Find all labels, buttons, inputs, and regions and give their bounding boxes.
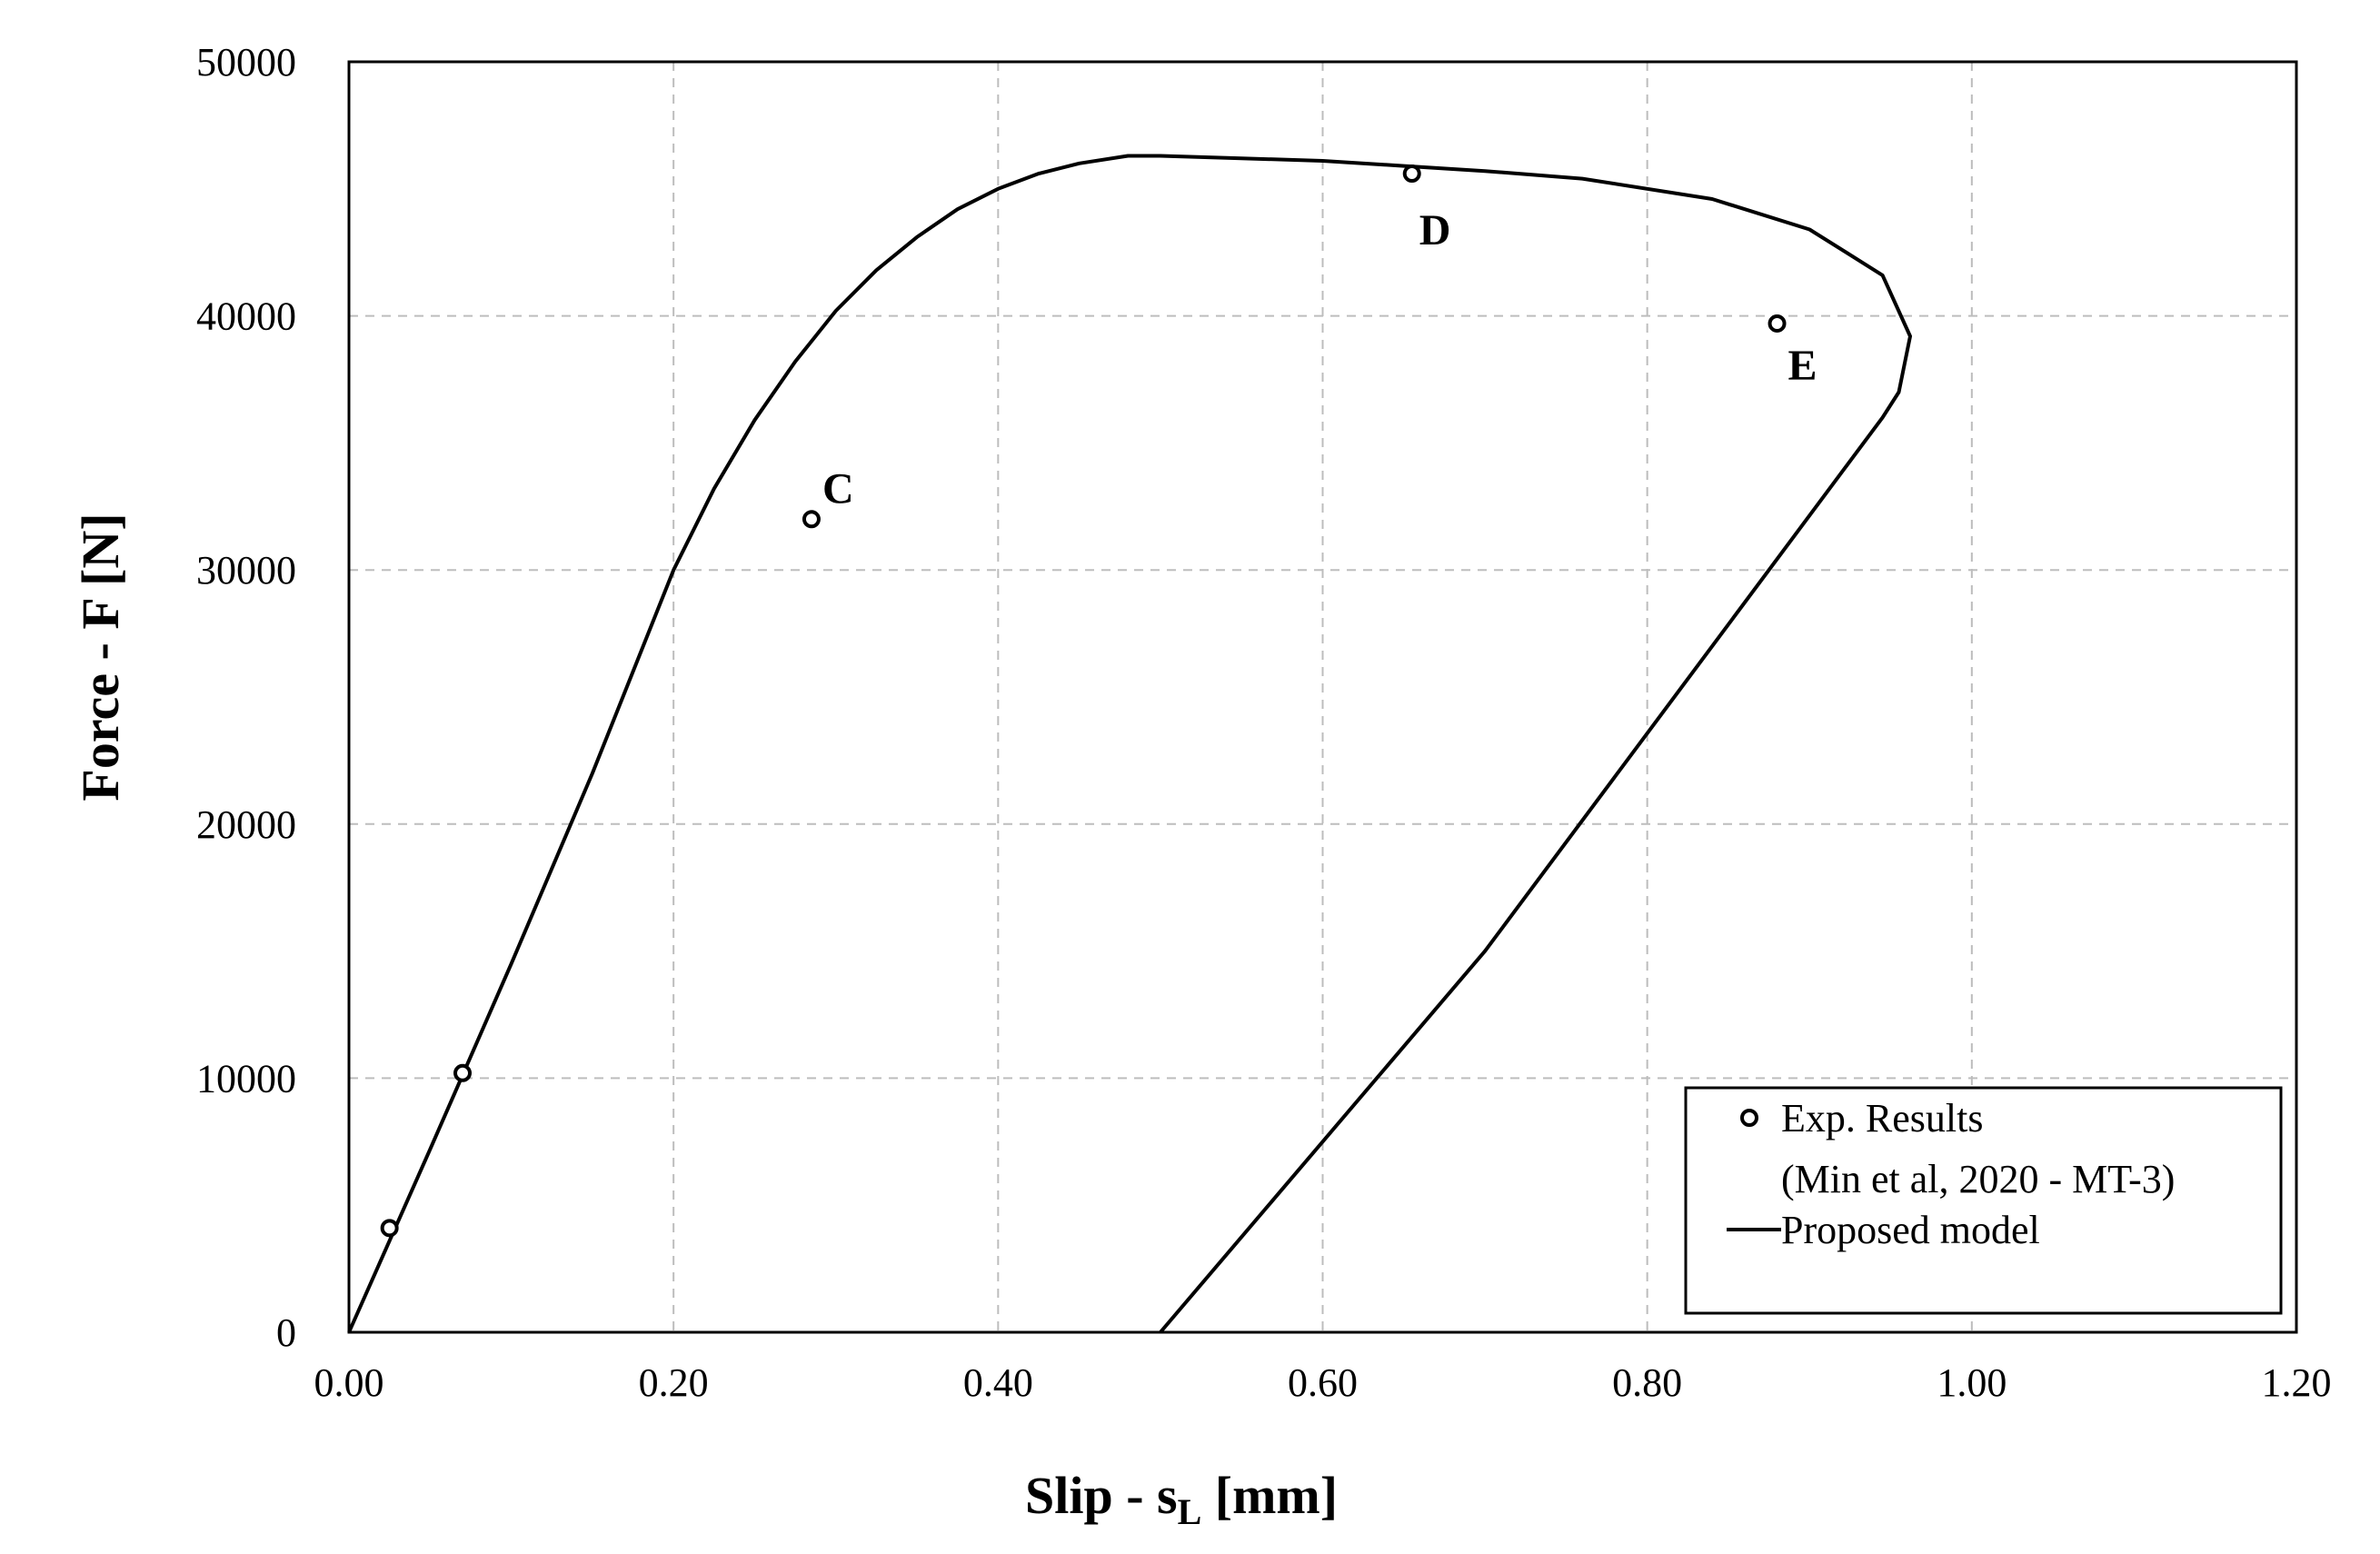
gridlines: [349, 62, 2296, 1332]
plot-area-frame: [347, 60, 2298, 1334]
proposed-model-series: [347, 154, 1912, 1334]
exp-data-point: [380, 1219, 399, 1238]
x-tick-label: 0.00: [314, 1360, 384, 1405]
proposed-model-line: [347, 154, 1912, 1334]
y-tick-label: 40000: [196, 294, 296, 339]
y-tick-label: 50000: [196, 40, 296, 85]
legend-label-exp-results: Exp. Results: [1781, 1096, 1983, 1141]
x-axis-tick-labels: 0.00 0.20 0.40 0.60 0.80 1.00 1.20: [314, 1360, 2332, 1405]
y-tick-label: 30000: [196, 548, 296, 593]
exp-data-point: [1768, 314, 1787, 333]
x-axis-title-subscript: L: [1178, 1491, 1202, 1532]
x-tick-label: 1.20: [2262, 1360, 2332, 1405]
x-tick-label: 0.60: [1288, 1360, 1358, 1405]
exp-data-point: [1402, 164, 1421, 184]
legend-label-exp-source: (Min et al, 2020 - MT-3): [1781, 1157, 2175, 1201]
point-label-c: C: [822, 464, 854, 513]
legend-box: [1684, 1086, 2283, 1315]
x-tick-label: 1.00: [1937, 1360, 2007, 1405]
x-tick-label: 0.20: [639, 1360, 709, 1405]
exp-data-point: [453, 1063, 473, 1082]
x-axis-title-unit: [mm]: [1201, 1466, 1338, 1525]
point-label-d: D: [1419, 206, 1451, 254]
y-tick-label: 0: [276, 1310, 296, 1355]
x-axis-title: Slip - sL [mm]: [1025, 1466, 1338, 1532]
exp-data-point: [802, 510, 821, 529]
legend: Exp. Results (Min et al, 2020 - MT-3) Pr…: [1684, 1086, 2283, 1315]
x-tick-label: 0.40: [963, 1360, 1033, 1405]
y-tick-label: 20000: [196, 802, 296, 847]
y-axis-title: Force - F [N]: [71, 513, 130, 801]
legend-marker-exp-results: [1740, 1109, 1758, 1127]
x-axis-title-main: Slip - s: [1025, 1466, 1178, 1525]
exp-results-series: C D E: [380, 164, 1817, 1238]
x-tick-label: 0.80: [1612, 1360, 1682, 1405]
point-label-e: E: [1788, 342, 1817, 390]
legend-label-proposed-model: Proposed model: [1781, 1208, 2040, 1252]
y-tick-label: 10000: [196, 1056, 296, 1101]
y-axis-tick-labels: 0 10000 20000 30000 40000 50000: [196, 40, 296, 1355]
